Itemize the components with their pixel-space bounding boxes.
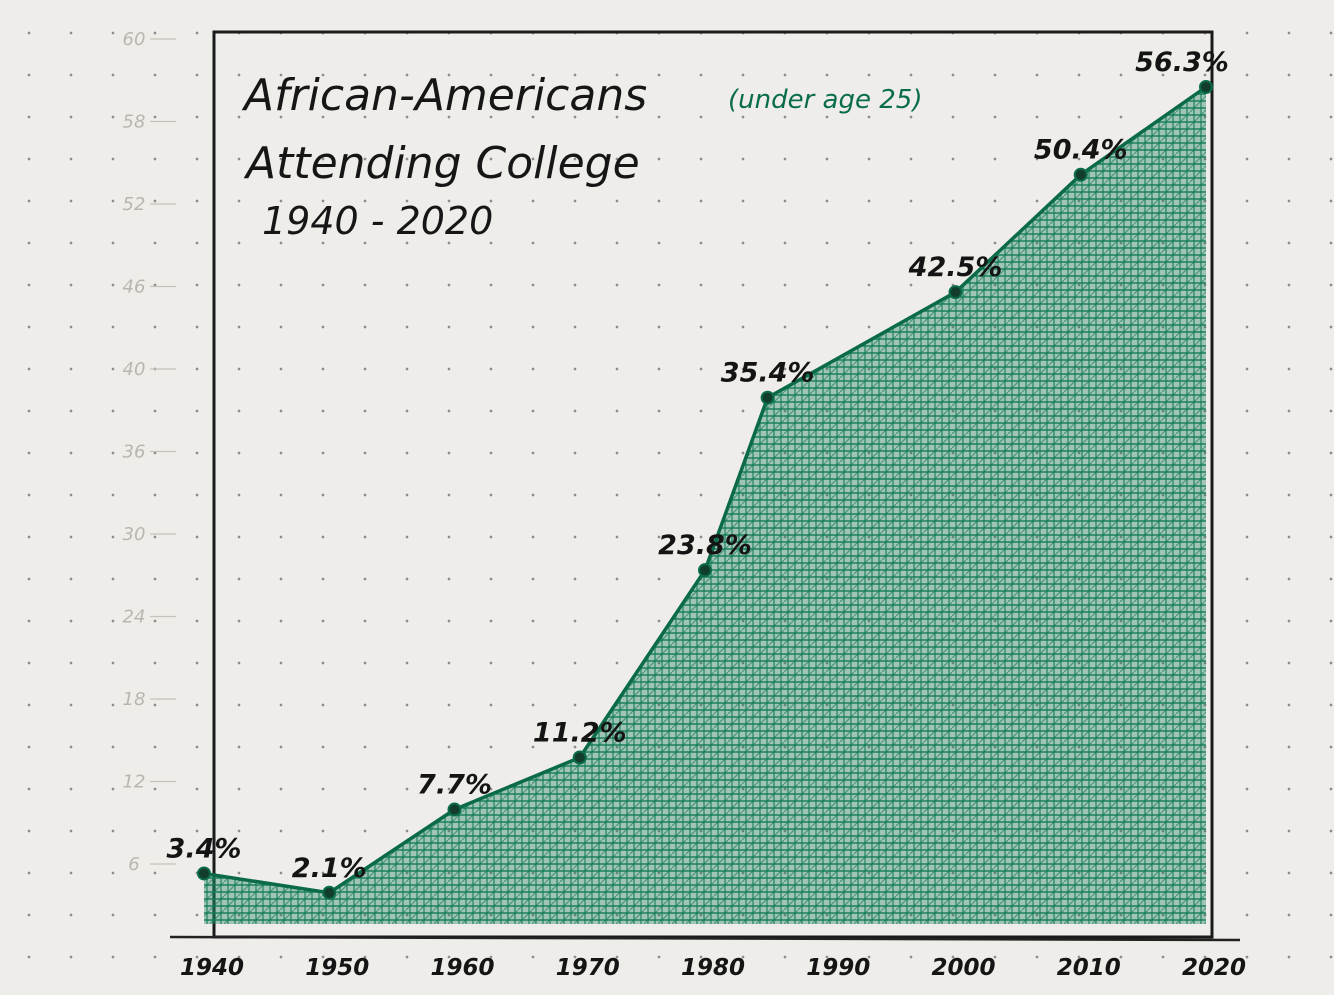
y-tick-label: 24 — [123, 607, 146, 628]
data-label: 56.3% — [1135, 47, 1229, 78]
title-block: African-Americans (under age 25) Attendi… — [241, 70, 922, 243]
chart-period: 1940 - 2020 — [262, 199, 493, 243]
data-point — [1073, 167, 1088, 182]
data-points — [197, 80, 1213, 900]
data-point — [1199, 80, 1213, 95]
y-tick-label: 60 — [123, 29, 146, 50]
y-tick-label: 46 — [123, 277, 146, 298]
x-tick-label: 1960 — [430, 955, 494, 981]
y-tick-label: 36 — [123, 442, 146, 463]
x-tick-label: 1970 — [556, 955, 620, 981]
y-tick-label: 30 — [123, 524, 146, 545]
chart-title-text: African-Americans — [241, 70, 647, 121]
chart-title-note: (under age 25) — [728, 85, 922, 115]
data-label: 2.1% — [292, 853, 367, 884]
y-axis-tick-labels: 60 58 52 46 40 36 30 24 18 12 6 — [123, 29, 176, 875]
data-point — [447, 802, 462, 817]
data-label: 23.8% — [658, 530, 752, 561]
y-tick-label: 58 — [123, 112, 146, 133]
x-axis-line — [169, 935, 1241, 942]
y-tick-label: 12 — [123, 772, 146, 793]
x-tick-label: 2010 — [1057, 955, 1121, 981]
x-tick-label: 2020 — [1182, 955, 1246, 981]
data-label: 35.4% — [721, 358, 815, 389]
data-labels: 3.4% 2.1% 7.7% 11.2% 23.8% 35.4% 42.5% 50.4% 56.… — [167, 47, 1229, 884]
chart-subtitle: Attending College — [243, 138, 640, 189]
data-point — [572, 750, 587, 765]
data-label: 3.4% — [167, 833, 242, 864]
y-tick-label: 52 — [123, 194, 146, 215]
x-tick-label: 1980 — [681, 955, 745, 981]
y-tick-label: 18 — [123, 689, 146, 710]
x-tick-label: 1950 — [305, 955, 369, 981]
data-point — [698, 563, 712, 578]
data-point — [322, 885, 337, 900]
data-point — [197, 866, 211, 881]
data-label: 11.2% — [533, 717, 627, 748]
chart-frame — [212, 30, 1214, 939]
data-label: 7.7% — [417, 770, 492, 801]
data-point — [760, 390, 775, 405]
y-tick-label: 40 — [123, 359, 146, 380]
data-label: 50.4% — [1034, 135, 1128, 166]
x-tick-label: 1940 — [180, 955, 244, 981]
y-tick-label: 6 — [128, 854, 139, 875]
data-label: 42.5% — [908, 252, 1003, 283]
x-axis-tick-labels: 1940 1950 1960 1970 1980 1990 2000 2010 2020 — [180, 955, 1246, 981]
x-tick-label: 2000 — [931, 955, 995, 981]
x-tick-label: 1990 — [806, 955, 870, 981]
data-point — [948, 285, 963, 300]
